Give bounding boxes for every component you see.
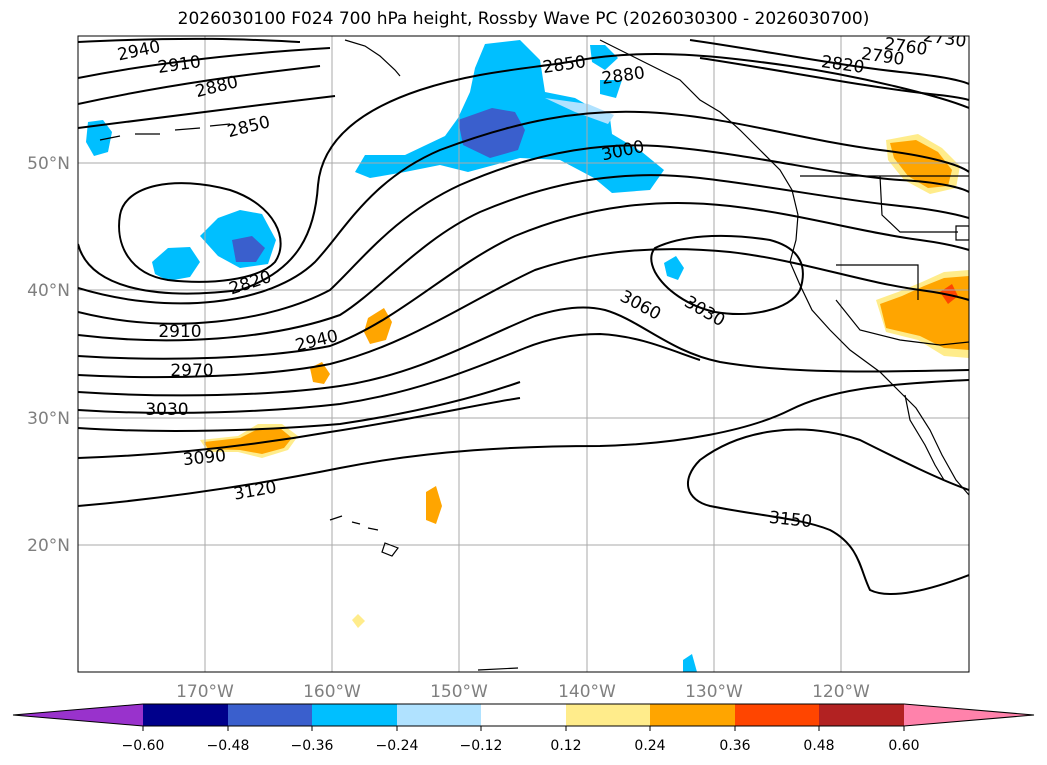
colorbar-segment <box>397 704 481 726</box>
colorbar-tick-label: −0.48 <box>207 738 250 754</box>
colorbar-tick-label: −0.36 <box>291 738 334 754</box>
lon-label-130w: 130°W <box>685 682 743 702</box>
lon-label-150w: 150°W <box>430 682 488 702</box>
colorbar-segment <box>650 704 735 726</box>
colorbar-tick-label: −0.24 <box>376 738 419 754</box>
contour-label: 2970 <box>170 361 213 381</box>
colorbar-segment <box>228 704 312 726</box>
contour-label: 3030 <box>145 400 188 420</box>
contour-label: 3090 <box>182 446 227 470</box>
latitude-labels: 50°N 40°N 30°N 20°N <box>27 154 70 556</box>
colorbar: −0.60 −0.48 −0.36 −0.24 −0.12 0.12 0.24 … <box>12 703 1035 754</box>
lat-label-20n: 20°N <box>27 536 70 556</box>
longitude-labels: 170°W 160°W 150°W 140°W 130°W 120°W <box>176 682 870 702</box>
colorbar-tick-label: 0.36 <box>719 738 750 754</box>
colorbar-tick-label: 0.48 <box>803 738 834 754</box>
colorbar-tick-label: 0.60 <box>888 738 919 754</box>
colorbar-tick-label: −0.60 <box>122 738 165 754</box>
lon-label-170w: 170°W <box>176 682 234 702</box>
map-frame <box>77 35 970 673</box>
contour-label: 2910 <box>158 322 201 342</box>
map-title: 2026030100 F024 700 hPa height, Rossby W… <box>177 9 870 29</box>
lon-label-120w: 120°W <box>812 682 870 702</box>
lat-label-30n: 30°N <box>27 409 70 429</box>
height-contours <box>78 37 969 596</box>
colorbar-tick-label: −0.12 <box>460 738 503 754</box>
lat-label-40n: 40°N <box>27 281 70 301</box>
colorbar-segment <box>312 704 397 726</box>
lat-label-50n: 50°N <box>27 154 70 174</box>
colorbar-segment <box>819 704 904 726</box>
colorbar-segment <box>481 704 566 726</box>
contour-label: 3150 <box>768 508 813 532</box>
lon-label-160w: 160°W <box>303 682 361 702</box>
colorbar-segment <box>566 704 650 726</box>
colorbar-segment <box>904 704 1034 726</box>
contour-label: 2760 <box>883 34 929 60</box>
colorbar-segment <box>735 704 819 726</box>
lon-label-140w: 140°W <box>558 682 616 702</box>
colorbar-tick-label: 0.24 <box>634 738 665 754</box>
graticule <box>78 36 969 672</box>
colorbar-tick-label: 0.12 <box>550 738 581 754</box>
colorbar-segment <box>13 704 143 726</box>
colorbar-segment <box>143 704 228 726</box>
